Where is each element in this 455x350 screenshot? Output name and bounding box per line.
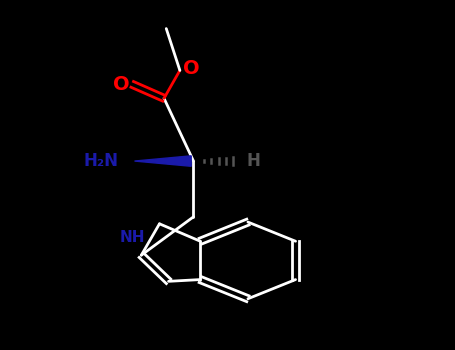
Polygon shape [135,156,191,166]
Text: NH: NH [120,230,145,245]
Text: O: O [183,59,200,78]
Text: O: O [112,75,129,94]
Text: H: H [247,152,260,170]
Text: H₂N: H₂N [84,152,119,170]
